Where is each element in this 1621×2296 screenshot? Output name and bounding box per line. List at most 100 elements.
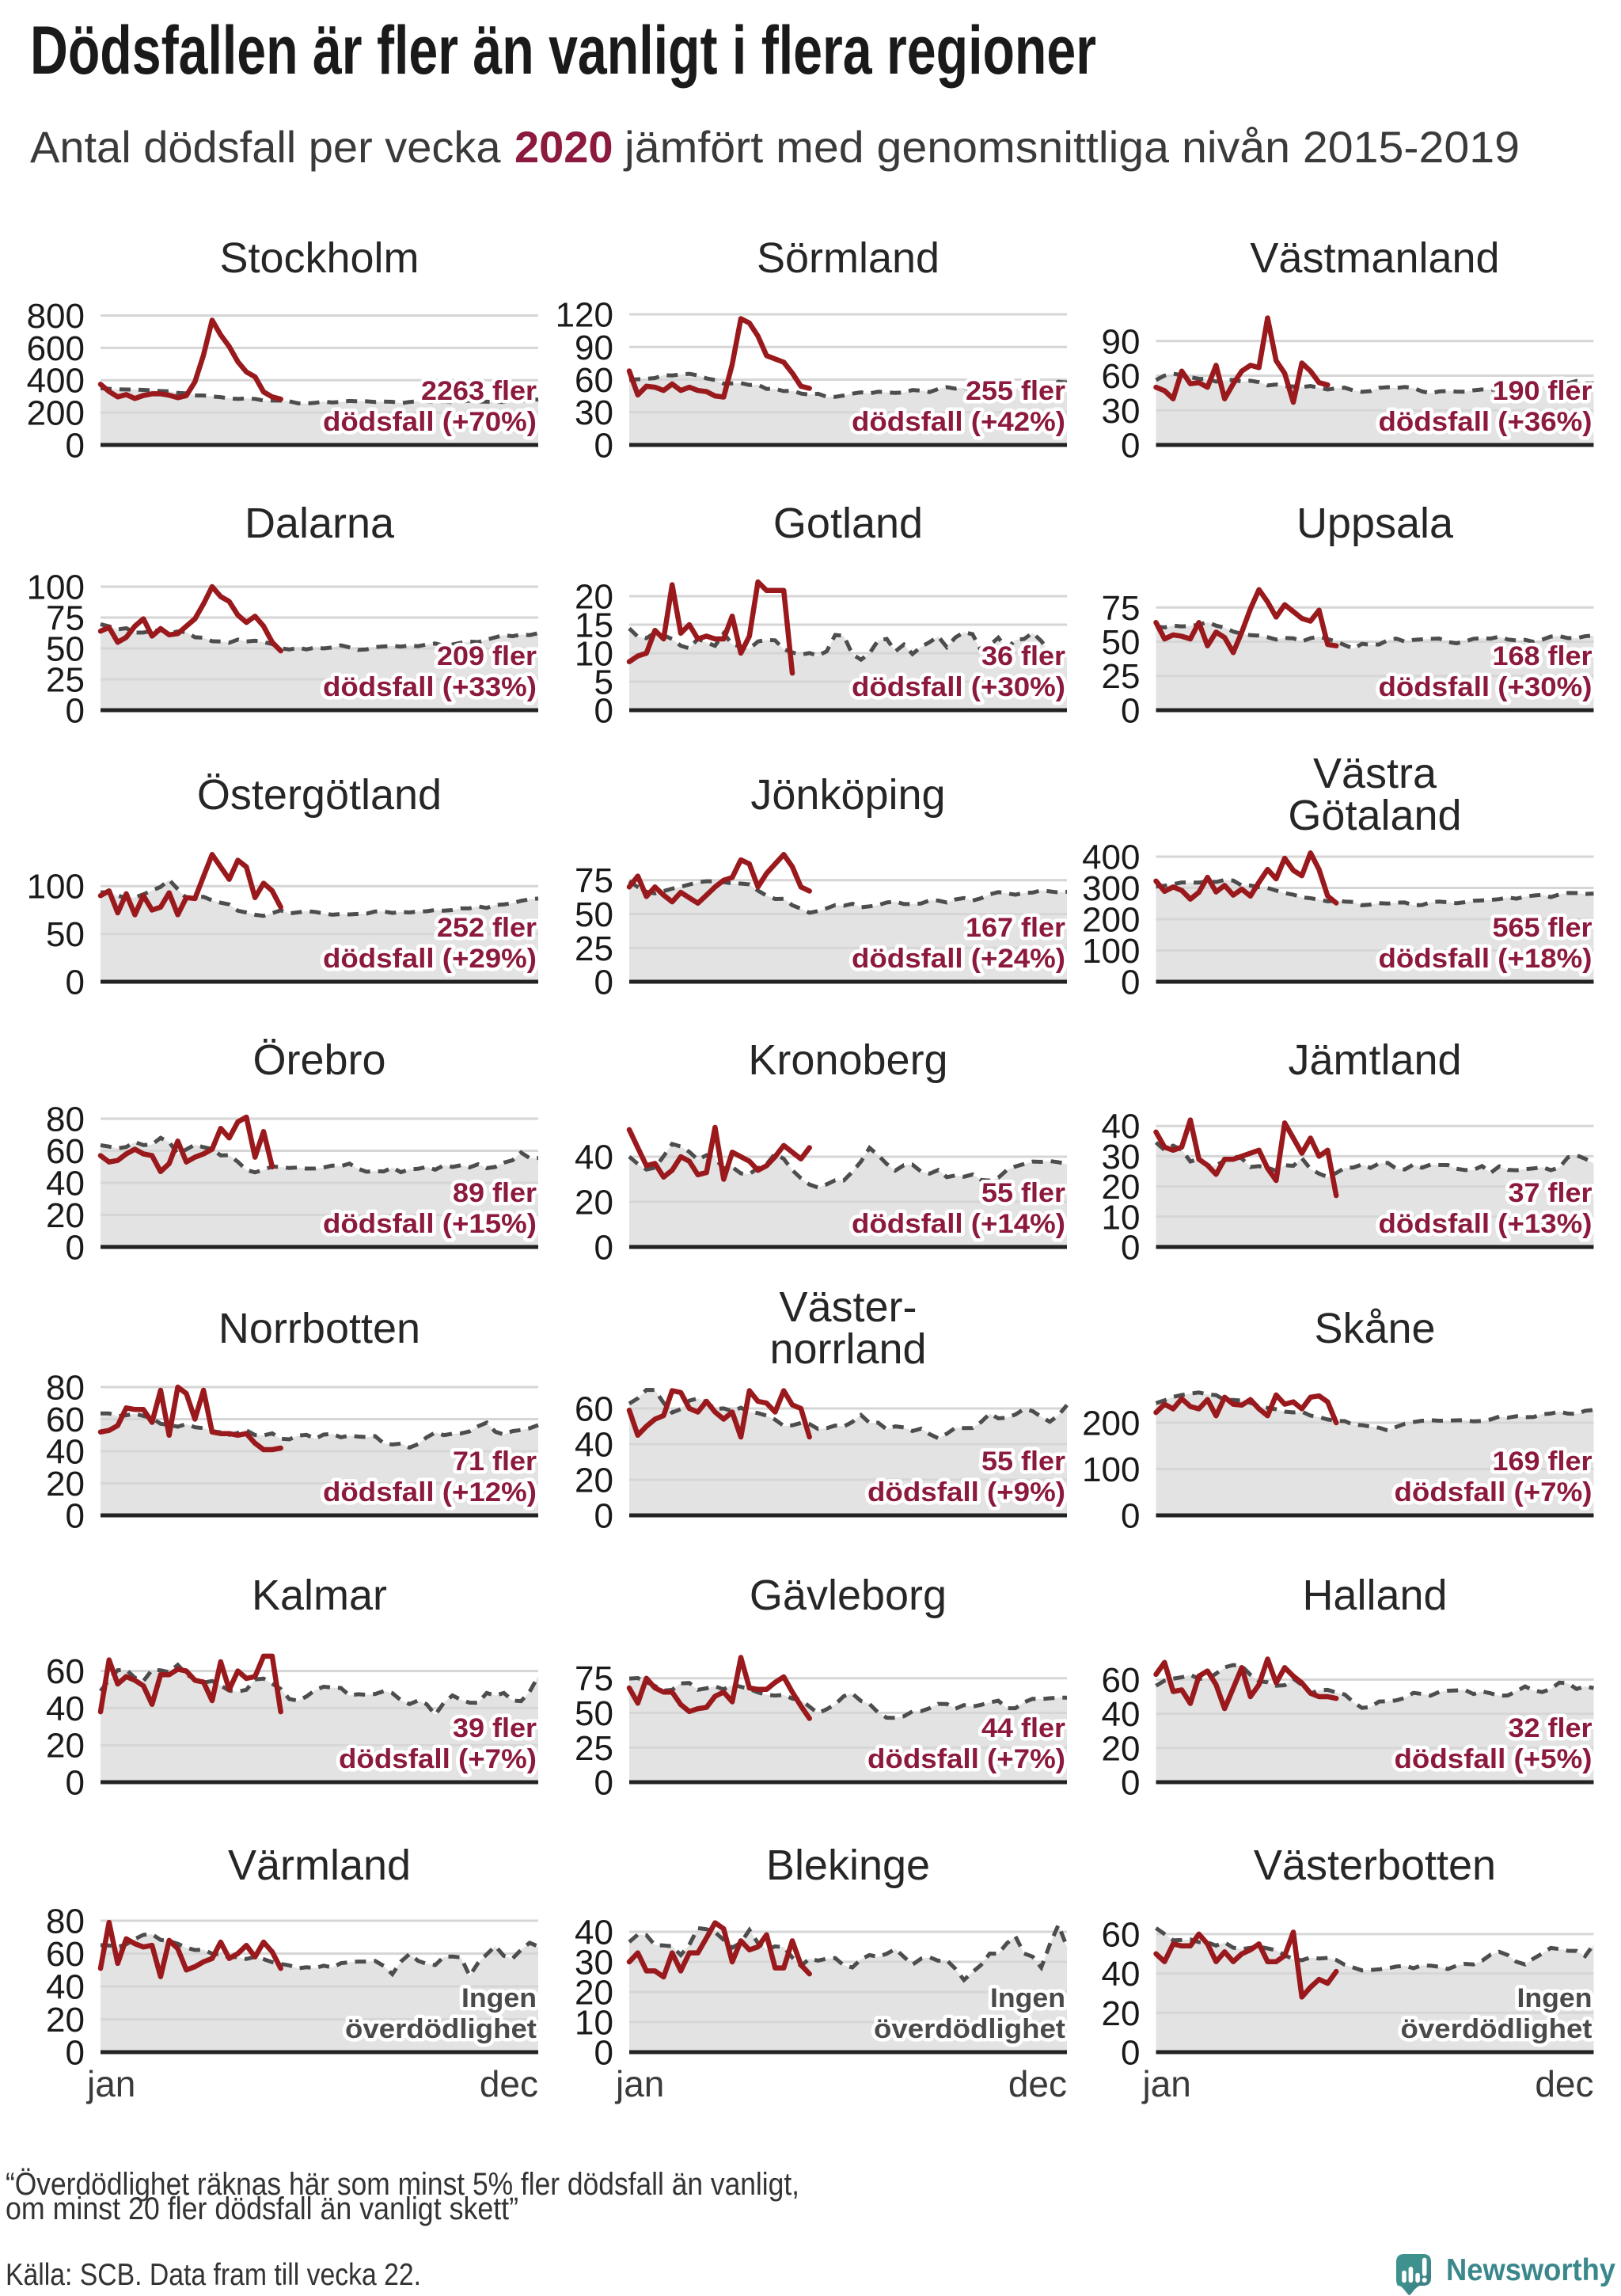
svg-text:0: 0	[66, 2034, 85, 2073]
svg-text:50: 50	[575, 895, 613, 934]
svg-text:Blekinge: Blekinge	[766, 1842, 930, 1889]
svg-text:30: 30	[1102, 1138, 1141, 1177]
svg-text:167 fler: 167 fler	[966, 913, 1065, 943]
svg-text:71 fler: 71 fler	[453, 1446, 537, 1477]
svg-text:Kalmar: Kalmar	[252, 1572, 387, 1619]
svg-text:209 fler: 209 fler	[437, 641, 537, 671]
svg-text:120: 120	[556, 296, 613, 335]
svg-text:överdödlighet: överdödlighet	[345, 2014, 537, 2044]
svg-text:20: 20	[1102, 1994, 1141, 2033]
svg-text:Dödsfallen är fler än vanligt: Dödsfallen är fler än vanligt i flera re…	[30, 13, 1096, 89]
svg-text:30: 30	[575, 393, 613, 432]
svg-text:80: 80	[46, 1903, 85, 1941]
svg-text:Värmland: Värmland	[228, 1842, 411, 1889]
svg-text:Uppsala: Uppsala	[1296, 500, 1454, 547]
svg-text:100: 100	[1082, 932, 1140, 971]
svg-text:Norrbotten: Norrbotten	[218, 1305, 420, 1352]
svg-text:100: 100	[27, 868, 85, 907]
svg-text:0: 0	[1121, 964, 1140, 1002]
svg-text:dödsfall (+42%): dödsfall (+42%)	[852, 407, 1065, 437]
svg-text:Örebro: Örebro	[252, 1036, 385, 1084]
svg-text:60: 60	[46, 1935, 85, 1974]
svg-text:20: 20	[1102, 1168, 1141, 1207]
svg-text:75: 75	[1102, 589, 1141, 628]
svg-text:89 fler: 89 fler	[453, 1178, 537, 1208]
svg-text:10: 10	[575, 2004, 613, 2043]
svg-text:dödsfall (+9%): dödsfall (+9%)	[867, 1477, 1065, 1507]
svg-text:50: 50	[46, 630, 85, 669]
svg-text:Ingen: Ingen	[1517, 1983, 1593, 2013]
svg-text:25: 25	[46, 661, 85, 700]
svg-text:0: 0	[1121, 1229, 1140, 1268]
svg-text:0: 0	[1121, 1497, 1140, 1536]
svg-text:dödsfall (+30%): dödsfall (+30%)	[852, 672, 1065, 702]
svg-text:100: 100	[1082, 1450, 1140, 1489]
svg-text:Götaland: Götaland	[1288, 792, 1461, 839]
svg-text:0: 0	[1121, 427, 1140, 466]
svg-text:dödsfall (+13%): dödsfall (+13%)	[1379, 1209, 1593, 1239]
svg-text:dödsfall (+7%): dödsfall (+7%)	[339, 1744, 537, 1774]
svg-text:75: 75	[46, 599, 85, 638]
svg-text:190 fler: 190 fler	[1493, 376, 1593, 406]
svg-text:Skåne: Skåne	[1314, 1305, 1435, 1352]
svg-text:60: 60	[46, 1401, 85, 1439]
svg-text:jan: jan	[614, 2063, 664, 2104]
svg-text:0: 0	[66, 1764, 85, 1803]
svg-text:dödsfall (+12%): dödsfall (+12%)	[323, 1477, 537, 1507]
svg-text:40: 40	[575, 1426, 613, 1465]
svg-text:20: 20	[46, 1196, 85, 1235]
svg-text:80: 80	[46, 1100, 85, 1139]
svg-text:30: 30	[575, 1944, 613, 1982]
svg-text:dödsfall (+5%): dödsfall (+5%)	[1395, 1744, 1593, 1774]
svg-text:200: 200	[27, 394, 85, 433]
svg-text:20: 20	[46, 1727, 85, 1766]
svg-text:32 fler: 32 fler	[1509, 1713, 1593, 1743]
svg-text:25: 25	[575, 1729, 613, 1768]
svg-text:Jämtland: Jämtland	[1288, 1036, 1461, 1084]
svg-text:jämfört med genomsnittliga niv: jämfört med genomsnittliga nivån 2015-20…	[623, 122, 1520, 172]
svg-text:40: 40	[46, 1690, 85, 1728]
svg-text:0: 0	[1121, 2034, 1140, 2073]
svg-text:60: 60	[46, 1652, 85, 1691]
svg-text:50: 50	[575, 1694, 613, 1733]
svg-text:dec: dec	[1535, 2063, 1593, 2104]
svg-text:20: 20	[46, 1465, 85, 1503]
svg-text:dec: dec	[1008, 2063, 1067, 2104]
svg-text:0: 0	[594, 427, 613, 466]
svg-text:5: 5	[594, 663, 613, 702]
svg-text:80: 80	[46, 1369, 85, 1408]
svg-text:“Överdödlighet räknas här som: “Överdödlighet räknas här som minst 5% f…	[6, 2167, 799, 2202]
svg-text:75: 75	[575, 861, 613, 900]
svg-text:0: 0	[66, 427, 85, 466]
svg-text:565 fler: 565 fler	[1493, 913, 1593, 943]
svg-text:0: 0	[1121, 692, 1140, 731]
svg-text:200: 200	[1082, 901, 1140, 940]
svg-text:Antal dödsfall per vecka: Antal dödsfall per vecka	[30, 122, 501, 172]
svg-text:Västmanland: Västmanland	[1250, 234, 1499, 282]
svg-text:dödsfall (+7%): dödsfall (+7%)	[867, 1744, 1065, 1774]
svg-text:20: 20	[1102, 1729, 1141, 1768]
svg-text:Källa: SCB. Data fram till vec: Källa: SCB. Data fram till vecka 22.	[6, 2258, 421, 2292]
svg-text:100: 100	[27, 568, 85, 607]
svg-text:44 fler: 44 fler	[981, 1713, 1065, 1743]
svg-text:40: 40	[1102, 1955, 1141, 1994]
svg-text:36 fler: 36 fler	[981, 641, 1065, 671]
svg-text:dödsfall (+18%): dödsfall (+18%)	[1379, 944, 1593, 974]
svg-text:2020: 2020	[514, 122, 613, 172]
svg-text:60: 60	[1102, 357, 1141, 396]
svg-text:30: 30	[1102, 392, 1141, 431]
svg-text:55 fler: 55 fler	[981, 1446, 1065, 1477]
svg-text:0: 0	[66, 692, 85, 731]
svg-text:överdödlighet: överdödlighet	[874, 2014, 1065, 2044]
svg-text:25: 25	[1102, 657, 1141, 696]
svg-text:Östergötland: Östergötland	[197, 771, 442, 819]
svg-text:40: 40	[46, 1433, 85, 1472]
svg-text:Kronoberg: Kronoberg	[748, 1036, 947, 1084]
svg-text:0: 0	[594, 1229, 613, 1268]
svg-text:dödsfall (+33%): dödsfall (+33%)	[323, 672, 537, 702]
svg-text:60: 60	[575, 1390, 613, 1429]
svg-text:20: 20	[575, 1462, 613, 1500]
svg-text:600: 600	[27, 329, 85, 368]
svg-text:om minst 20 fler dödsfall än v: om minst 20 fler dödsfall än vanligt ske…	[6, 2191, 518, 2226]
svg-text:15: 15	[575, 606, 613, 645]
